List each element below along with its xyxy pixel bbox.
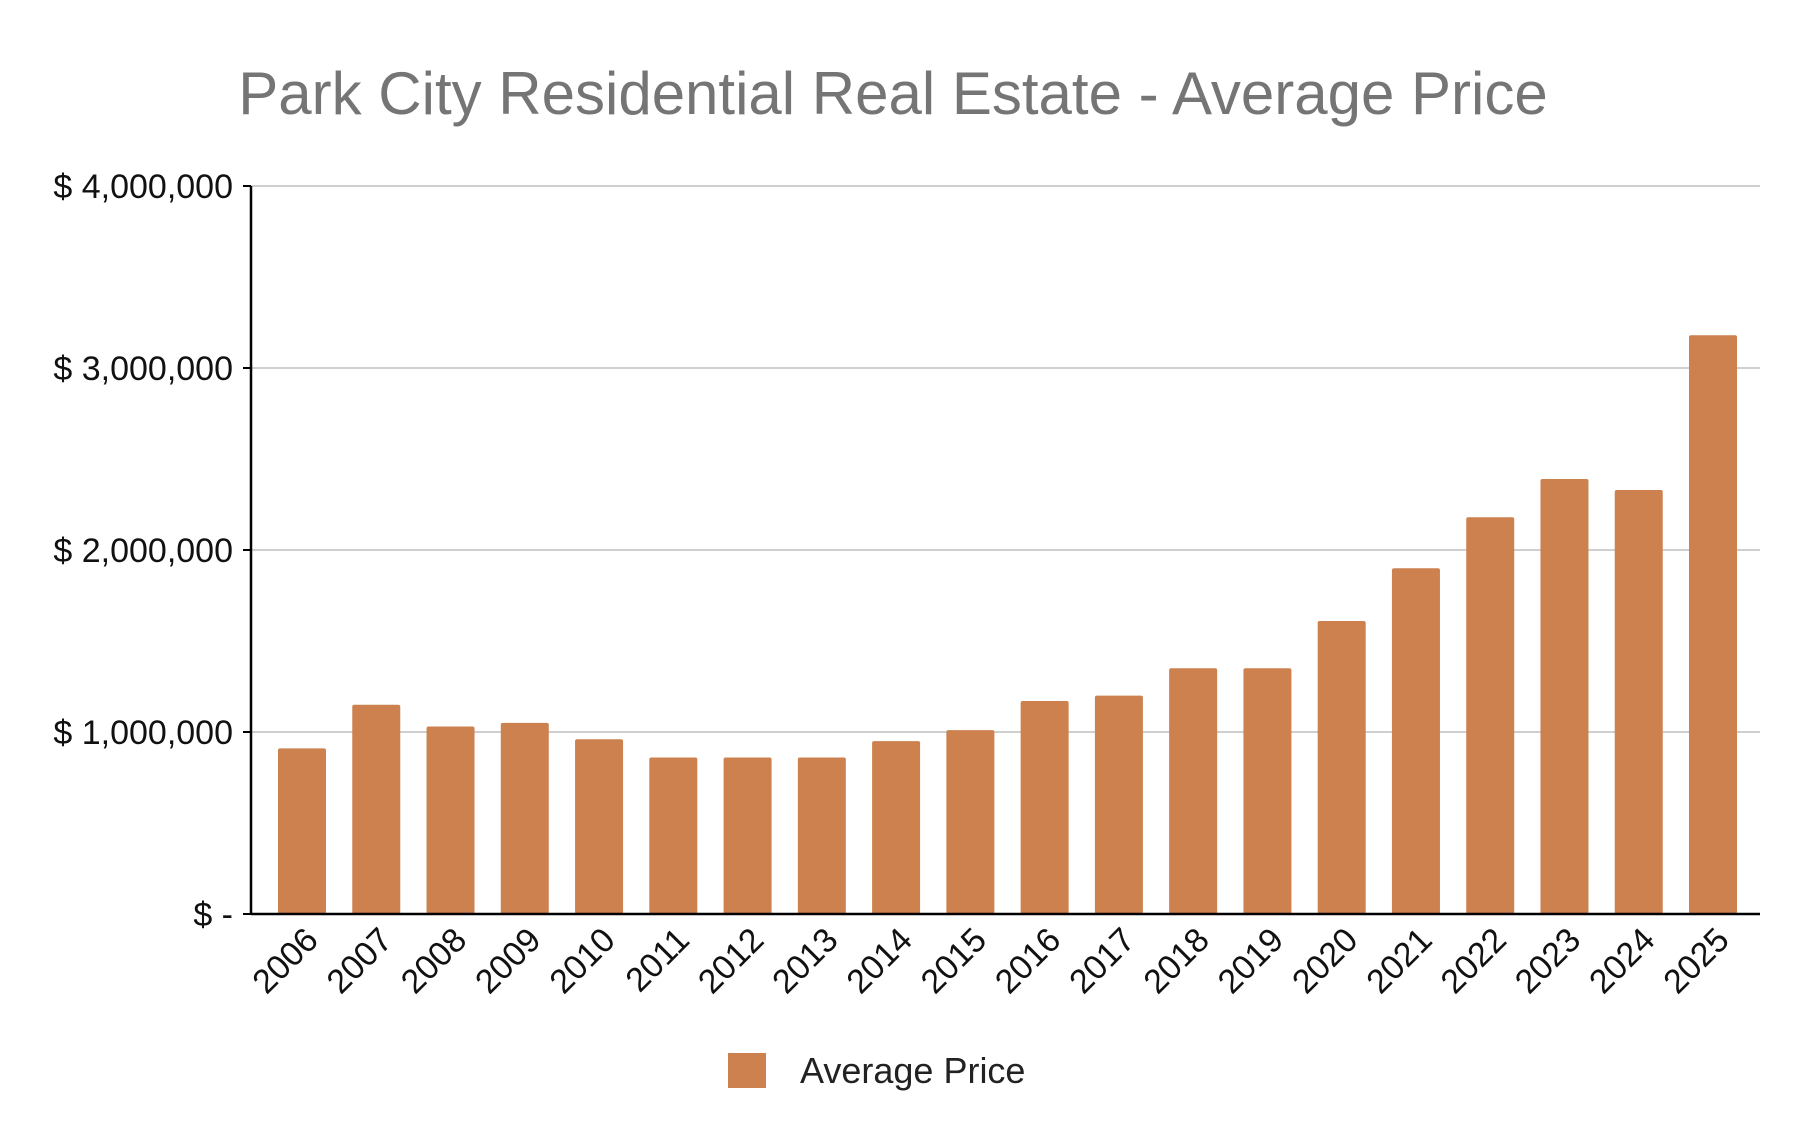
x-tick-label-2025: 2025: [1656, 921, 1736, 1001]
x-tick-label-2013: 2013: [765, 921, 845, 1001]
bar-2007: [352, 704, 401, 914]
x-tick-label-2020: 2020: [1285, 921, 1365, 1001]
bar-2017: [1094, 695, 1143, 914]
legend-label: Average Price: [800, 1050, 1025, 1091]
legend-swatch: [728, 1053, 766, 1088]
legend: Average Price: [728, 1050, 1025, 1091]
x-tick-label-2008: 2008: [394, 921, 474, 1001]
bar-2010: [575, 739, 624, 914]
x-tick-label-2009: 2009: [468, 921, 548, 1001]
bar-2019: [1243, 668, 1292, 914]
x-tick-label-2024: 2024: [1582, 921, 1662, 1001]
x-tick-label-2016: 2016: [988, 921, 1068, 1001]
x-tick-label-2010: 2010: [542, 921, 622, 1001]
y-axis-ticks: $ - $ 1,000,000 $ 2,000,000 $ 3,000,000 $ 4,…: [53, 168, 251, 934]
bar-2018: [1169, 668, 1218, 914]
grid-layer: [251, 185, 1760, 733]
y-tick-label: $ 2,000,000: [53, 532, 233, 570]
bar-2020: [1317, 620, 1366, 914]
y-tick-label: $ -: [193, 896, 233, 934]
x-tick-label-2019: 2019: [1211, 921, 1291, 1001]
bar-2022: [1466, 517, 1515, 914]
x-tick-label-2012: 2012: [691, 921, 771, 1001]
bar-2025: [1689, 335, 1737, 914]
bar-2021: [1391, 568, 1440, 914]
x-tick-label-2007: 2007: [320, 921, 400, 1001]
x-axis-ticks: 2006200720082009201020112012201320142015…: [245, 921, 1736, 1001]
bar-2013: [797, 757, 846, 914]
bar-2015: [946, 730, 995, 914]
x-tick-label-2018: 2018: [1136, 921, 1216, 1001]
bar-2014: [872, 741, 921, 914]
y-tick-label: $ 4,000,000: [53, 168, 233, 206]
bar-series: [278, 335, 1737, 914]
y-tick-label: $ 3,000,000: [53, 350, 233, 388]
bar-2016: [1020, 701, 1069, 914]
bar-2008: [426, 726, 475, 914]
bar-2023: [1540, 479, 1589, 914]
x-tick-label-2017: 2017: [1062, 921, 1142, 1001]
bar-2009: [500, 722, 549, 914]
bar-2012: [723, 757, 772, 914]
x-tick-label-2015: 2015: [914, 921, 994, 1001]
x-tick-label-2022: 2022: [1434, 921, 1514, 1001]
chart-title: Park City Residential Real Estate - Aver…: [238, 60, 1547, 127]
bar-2011: [649, 757, 698, 914]
y-tick-label: $ 1,000,000: [53, 714, 233, 752]
bar-2024: [1614, 489, 1663, 914]
x-tick-label-2014: 2014: [839, 921, 919, 1001]
x-tick-label-2023: 2023: [1508, 921, 1588, 1001]
x-tick-label-2021: 2021: [1359, 921, 1439, 1001]
x-tick-label-2011: 2011: [618, 921, 697, 1000]
x-tick-label-2006: 2006: [245, 921, 325, 1001]
bar-2006: [278, 748, 326, 914]
